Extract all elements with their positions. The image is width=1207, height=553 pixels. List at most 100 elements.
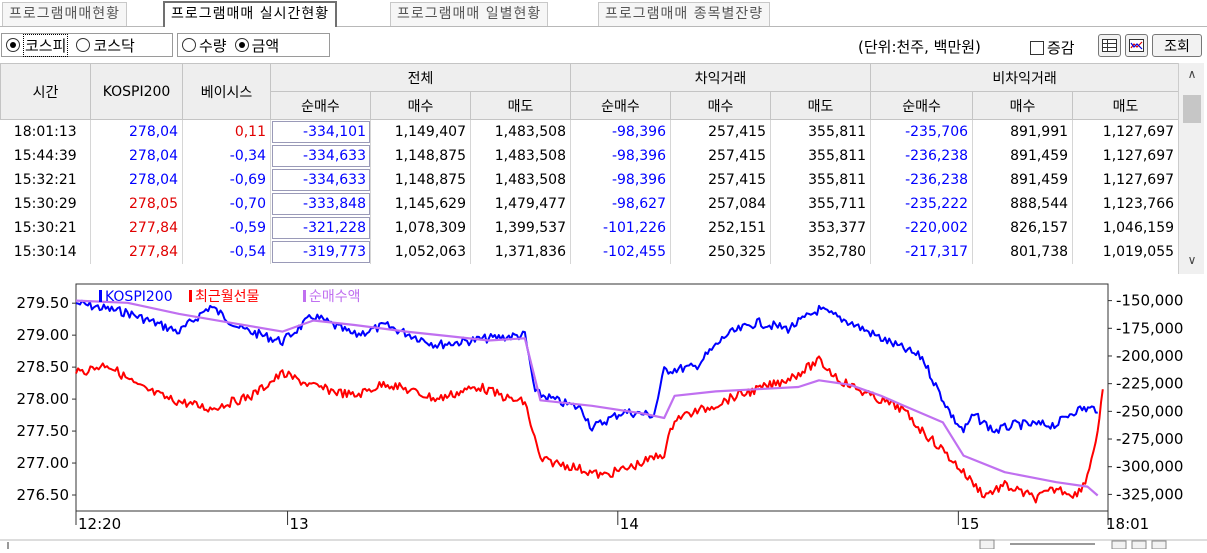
legend-swatch [303, 290, 306, 302]
header-total-net: 순매수 [270, 91, 371, 120]
radio-amount-indicator[interactable] [234, 38, 249, 52]
radio-amount-label: 금액 [251, 36, 280, 55]
header-non-arbitrage: 비차익거래 [870, 63, 1180, 92]
cell-time: 15:32:21 [0, 167, 91, 192]
legend-swatch [189, 290, 192, 302]
cell-basis: -0,69 [182, 167, 271, 192]
cell-total-buy: 1,052,063 [370, 239, 471, 264]
cell-nonarb-net: -236,238 [870, 143, 974, 168]
radio-kosdaq-indicator[interactable] [76, 38, 91, 52]
x-tick-label: 13 [290, 515, 309, 533]
scroll-down-icon[interactable]: ∨ [1187, 253, 1197, 267]
query-button[interactable]: 조회 [1152, 34, 1202, 57]
table-row[interactable]: 15:44:39 278,04 -0,34 -334,633 1,148,875… [0, 143, 1180, 168]
table-row[interactable]: 15:30:29 278,05 -0,70 -333,848 1,145,629… [0, 191, 1180, 216]
radio-kosdaq[interactable]: 코스닥 [76, 35, 135, 56]
radio-quantity[interactable]: 수량 [182, 35, 227, 56]
cell-nonarb-buy: 888,544 [972, 191, 1074, 216]
cell-nonarb-net: -235,222 [870, 191, 974, 216]
header-total: 전체 [270, 63, 571, 92]
cell-arb-sell: 352,780 [770, 239, 872, 264]
x-tick-label: 18:01 [1106, 515, 1149, 533]
market-radio-group: 코스피 코스닥 [1, 33, 173, 57]
cell-arb-buy: 257,084 [670, 191, 771, 216]
header-nonarb-sell: 매도 [1072, 91, 1180, 120]
unit-label: (단위:천주, 백만원) [858, 38, 981, 56]
radio-quantity-indicator[interactable] [182, 38, 196, 52]
tab-program-trading-status[interactable]: 프로그램매매현황 [2, 2, 128, 26]
cell-time: 15:30:29 [0, 191, 91, 216]
zoom-in-icon[interactable] [1131, 540, 1147, 550]
y-right-tick-label: -225,000 [1116, 375, 1183, 393]
cell-total-buy: 1,078,309 [370, 215, 471, 240]
cell-total-buy: 1,148,875 [370, 167, 471, 192]
header-arbitrage: 차익거래 [569, 63, 872, 92]
cell-arb-net: -98,627 [570, 191, 671, 216]
cell-nonarb-buy: 891,459 [972, 143, 1074, 168]
cell-nonarb-sell: 1,127,697 [1072, 119, 1180, 144]
scroll-up-icon[interactable]: ∧ [1187, 67, 1197, 81]
cell-arb-buy: 257,415 [670, 167, 771, 192]
table-row[interactable]: 15:32:21 278,04 -0,69 -334,633 1,148,875… [0, 167, 1180, 192]
legend-label: KOSPI200 [105, 289, 173, 305]
tab-bar: 프로그램매매현황 프로그램매매 실시간현황 프로그램매매 일별현황 프로그램매매… [0, 0, 1207, 27]
cell-nonarb-sell: 1,127,697 [1072, 167, 1180, 192]
chart-scroll-handle[interactable] [979, 539, 995, 550]
y-right-tick-label: -150,000 [1116, 292, 1183, 310]
y-right-tick-label: -250,000 [1116, 402, 1183, 420]
cell-nonarb-sell: 1,127,697 [1072, 143, 1180, 168]
cell-total-buy: 1,148,875 [370, 143, 471, 168]
table-scrollbar[interactable]: ∧ ∨ [1178, 63, 1204, 274]
change-checkbox[interactable]: 증감 [1030, 37, 1075, 58]
cell-arb-sell: 355,811 [770, 167, 872, 192]
cell-basis: -0,34 [182, 143, 271, 168]
cell-arb-net: -98,396 [570, 119, 671, 144]
chart-svg: 279.50 279.00 278.50 278.00 277.50 277.00 276.… [0, 278, 1207, 550]
cell-arb-net: -102,455 [570, 239, 671, 264]
chart-view-button[interactable] [1125, 34, 1148, 57]
cell-total-sell: 1,479,477 [470, 191, 571, 216]
scroll-thumb[interactable] [1183, 95, 1201, 123]
tab-program-trading-daily[interactable]: 프로그램매매 일별현황 [390, 2, 549, 26]
radio-kosdaq-label: 코스닥 [93, 36, 135, 55]
series-line-net-buy [75, 299, 1099, 497]
cell-total-net: -333,848 [270, 191, 371, 216]
cell-time: 18:01:13 [0, 119, 91, 144]
cell-nonarb-buy: 801,738 [972, 239, 1074, 264]
cell-kospi200: 277,84 [90, 239, 183, 264]
cell-basis: -0,70 [182, 191, 271, 216]
change-checkbox-box[interactable] [1030, 40, 1044, 55]
radio-kospi[interactable]: 코스피 [6, 33, 69, 57]
radio-kospi-indicator[interactable] [6, 38, 20, 52]
cell-arb-net: -98,396 [570, 143, 671, 168]
header-nonarb-net: 순매수 [870, 91, 974, 120]
zoom-reset-icon[interactable] [1151, 540, 1167, 550]
cell-kospi200: 277,84 [90, 215, 183, 240]
cell-arb-sell: 355,811 [770, 119, 872, 144]
tab-program-trading-by-stock[interactable]: 프로그램매매 종목별잔량 [598, 2, 771, 26]
table-row[interactable]: 15:30:21 277,84 -0,59 -321,228 1,078,309… [0, 215, 1180, 240]
cell-nonarb-buy: 891,459 [972, 167, 1074, 192]
cell-nonarb-buy: 826,157 [972, 215, 1074, 240]
cell-nonarb-sell: 1,019,055 [1072, 239, 1180, 264]
legend-label: 순매수액 [309, 289, 361, 305]
cell-time: 15:30:14 [0, 239, 91, 264]
x-tick-label: 12:20 [78, 515, 121, 533]
table-row[interactable]: 15:30:14 277,84 -0,54 -319,773 1,052,063… [0, 239, 1180, 264]
cell-arb-buy: 257,415 [670, 143, 771, 168]
program-trading-chart: 279.50 279.00 278.50 278.00 277.50 277.00 276.… [0, 278, 1207, 550]
zoom-out-icon[interactable] [1111, 540, 1127, 550]
cell-total-buy: 1,145,629 [370, 191, 471, 216]
chart-icon [1129, 39, 1144, 52]
tab-program-trading-realtime[interactable]: 프로그램매매 실시간현황 [163, 1, 338, 27]
y-left-tick-label: 279.00 [17, 326, 70, 344]
legend-swatch [99, 290, 102, 302]
cell-kospi200: 278,04 [90, 119, 183, 144]
table-row[interactable]: 18:01:13 278,04 0,11 -334,101 1,149,407 … [0, 119, 1180, 144]
radio-amount[interactable]: 금액 [234, 35, 280, 56]
header-arb-sell: 매도 [769, 91, 872, 120]
y-left-tick-label: 277.50 [17, 422, 70, 440]
table-view-button[interactable] [1098, 34, 1121, 57]
cell-arb-net: -101,226 [570, 215, 671, 240]
cell-arb-sell: 353,377 [770, 215, 872, 240]
